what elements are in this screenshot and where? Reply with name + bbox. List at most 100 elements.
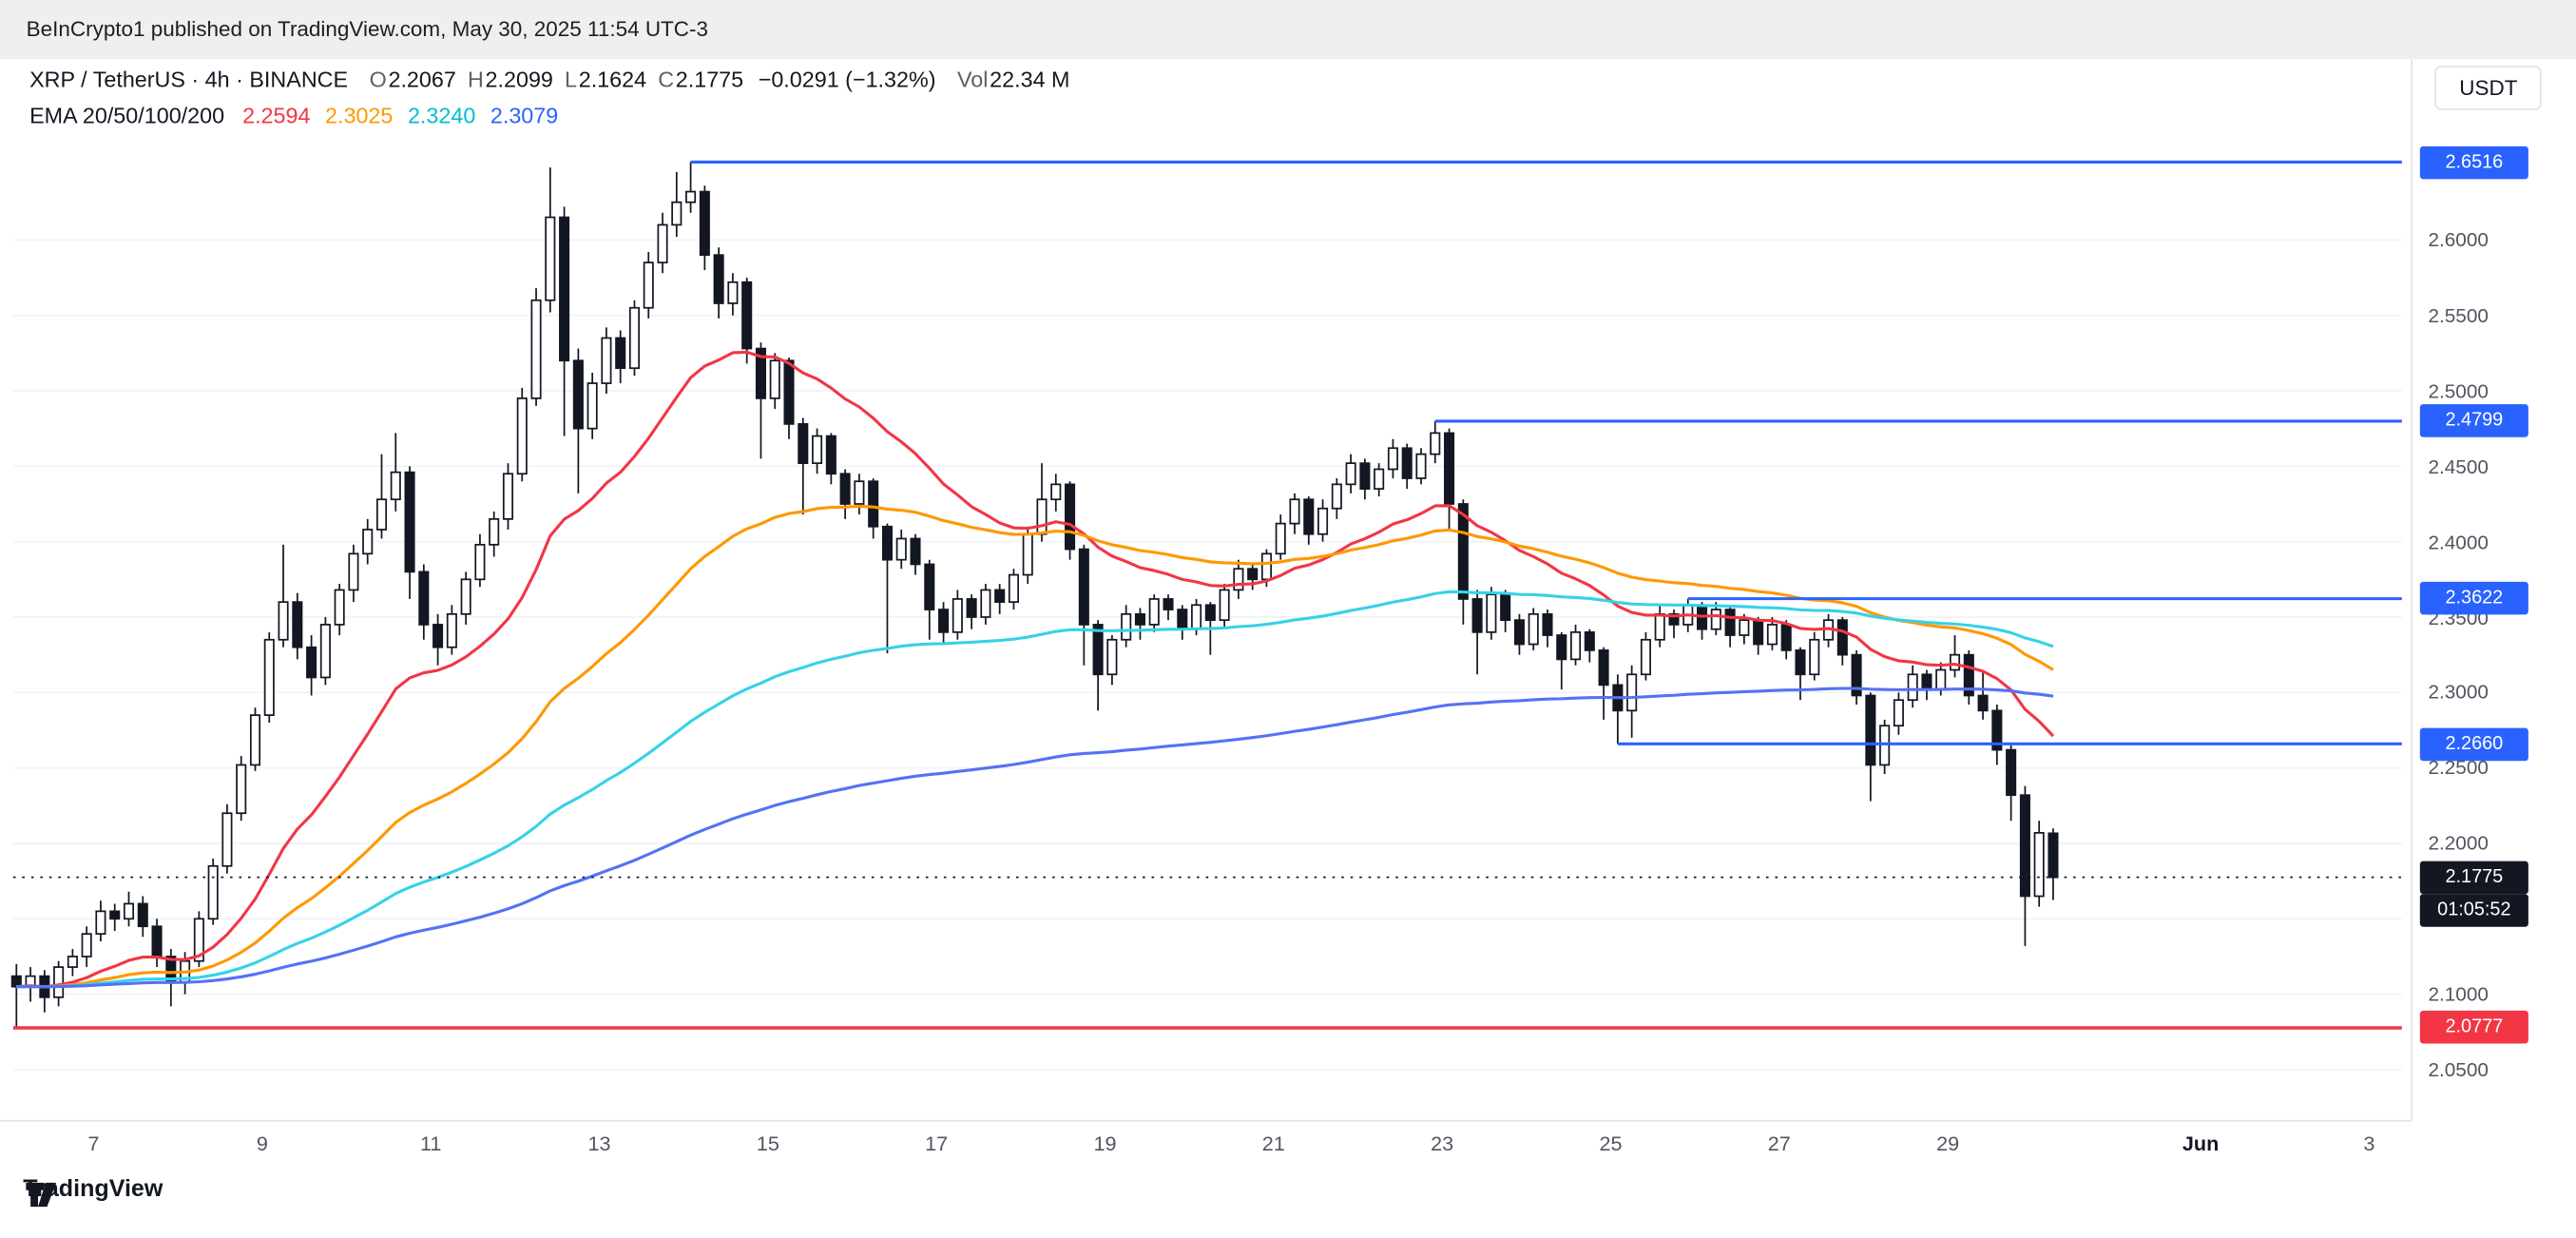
candle-body: [236, 764, 247, 815]
candle-body: [643, 261, 654, 309]
candle-body: [1022, 532, 1033, 576]
time-axis-label: 17: [925, 1132, 949, 1156]
candle-body: [586, 382, 598, 430]
candle-body: [1444, 432, 1455, 505]
candle-body: [1331, 483, 1342, 510]
candle-body: [1851, 653, 1862, 697]
candle-body: [713, 254, 724, 304]
candle-body: [727, 280, 739, 304]
candle-body: [1050, 483, 1062, 501]
candle-body: [1457, 503, 1469, 600]
candle-body: [1092, 624, 1104, 676]
candle-body: [306, 646, 317, 679]
candle-body: [868, 480, 879, 528]
candles-layer: [10, 162, 2059, 1028]
candle-body: [1148, 598, 1160, 626]
price-tick-label: 2.1000: [2428, 982, 2489, 1006]
candle-body: [1374, 468, 1385, 490]
price-tick-label: 2.4500: [2428, 455, 2489, 478]
candle-body: [1415, 453, 1427, 479]
candle-body: [1570, 630, 1582, 661]
time-axis-label: 9: [256, 1132, 268, 1156]
candle-body: [1598, 649, 1609, 687]
currency-button[interactable]: USDT: [2434, 66, 2543, 110]
chart-legend: XRP / TetherUS · 4h · BINANCE O 2.2067 H…: [29, 68, 1069, 140]
ohlc-high: H 2.2099: [467, 67, 553, 92]
tradingview-logo-icon: [26, 1182, 57, 1208]
candle-body: [433, 624, 444, 648]
candle-body: [1275, 522, 1286, 555]
ohlc-open: O 2.2067: [369, 67, 456, 92]
change-value: −0.0291 (−1.32%): [758, 67, 936, 92]
candle-body: [2006, 748, 2017, 797]
candle-body: [1204, 604, 1216, 622]
candle-body: [572, 359, 584, 430]
candle-body: [1795, 649, 1806, 676]
time-axis-label: 15: [756, 1132, 779, 1156]
price-tick-label: 2.5500: [2428, 303, 2489, 327]
candle-body: [783, 359, 795, 425]
last-price-badge: 2.1775: [2419, 861, 2528, 894]
candle-body: [53, 966, 65, 998]
candle-body: [1247, 568, 1259, 581]
candle-body: [418, 571, 430, 626]
candle-body: [1865, 694, 1876, 766]
candle-body: [839, 473, 851, 505]
candle-body: [755, 347, 767, 399]
time-axis-label: 3: [2363, 1132, 2375, 1156]
candle-body: [1303, 498, 1315, 535]
tradingview-logo[interactable]: TradingView: [23, 1176, 163, 1208]
candle-body: [446, 612, 457, 648]
candle-body: [375, 498, 388, 531]
ema-value: 2.3079: [490, 103, 559, 128]
candle-body: [1219, 589, 1230, 622]
candle-body: [1542, 612, 1553, 636]
time-axis-label: 11: [419, 1132, 442, 1156]
candle-body: [123, 902, 135, 920]
candle-body: [292, 601, 303, 648]
candle-body: [671, 201, 682, 226]
candle-body: [1289, 498, 1300, 525]
time-axis-label: 25: [1599, 1132, 1623, 1156]
candle-body: [516, 397, 528, 475]
price-level-badge: 2.3622: [2419, 582, 2528, 615]
candle-body: [615, 337, 626, 370]
ema-values: 2.2594 2.3025 2.3240 2.3079: [242, 104, 558, 128]
candle-body: [657, 223, 668, 263]
candle-body: [1921, 673, 1932, 691]
candle-body: [334, 589, 345, 626]
candle-body: [81, 933, 92, 958]
candle-body: [1486, 593, 1497, 633]
candle-body: [278, 601, 289, 641]
candle-body: [628, 306, 641, 370]
candle-body: [2033, 832, 2045, 898]
price-level-badge: 2.2660: [2419, 726, 2528, 761]
candle-body: [1879, 725, 1891, 766]
candle-body: [938, 609, 950, 633]
candle-body: [545, 216, 556, 301]
candle-body: [1430, 432, 1441, 455]
candle-body: [769, 359, 780, 399]
candle-body: [1121, 612, 1132, 641]
candle-body: [1766, 624, 1778, 646]
ema20-line: [16, 350, 2055, 989]
candle-body: [1036, 498, 1048, 535]
candle-body: [474, 543, 486, 581]
price-tick-label: 2.0500: [2428, 1057, 2489, 1082]
candle-body: [952, 598, 963, 633]
candle-body: [10, 975, 22, 988]
candle-body: [1163, 598, 1174, 610]
candle-body: [1500, 593, 1511, 622]
candle-body: [1556, 634, 1567, 661]
candle-body: [1401, 447, 1413, 479]
price-tick-label: 2.2000: [2428, 831, 2489, 856]
candle-body: [95, 910, 106, 936]
candle-body: [1640, 638, 1651, 676]
candle-body: [825, 435, 836, 475]
time-axis-label: 13: [587, 1132, 611, 1156]
candle-body: [1753, 619, 1764, 646]
ema50-line: [16, 504, 2054, 989]
